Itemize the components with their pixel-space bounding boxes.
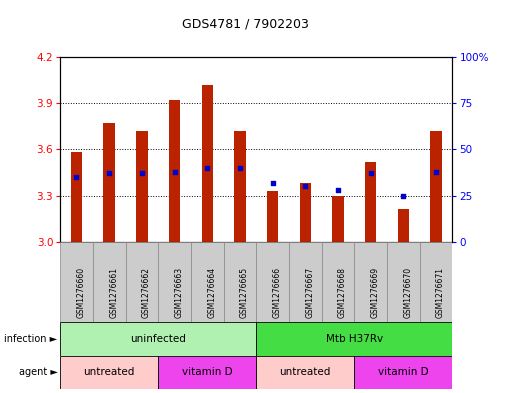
Point	[138, 170, 146, 176]
Bar	[256, 242, 289, 322]
Bar	[201, 85, 213, 242]
Bar	[136, 131, 147, 242]
Bar	[267, 191, 278, 242]
Text: GSM1276670: GSM1276670	[403, 267, 412, 318]
Bar	[365, 162, 377, 242]
Text: infection ►: infection ►	[4, 334, 58, 344]
Bar	[104, 123, 115, 242]
Bar	[224, 242, 256, 322]
Point	[334, 187, 342, 193]
Point	[236, 165, 244, 171]
Bar	[60, 242, 93, 322]
Text: uninfected: uninfected	[130, 334, 186, 344]
Bar	[355, 242, 387, 322]
Bar	[93, 242, 126, 322]
Text: GSM1276666: GSM1276666	[272, 267, 281, 318]
Bar	[322, 242, 355, 322]
Text: agent ►: agent ►	[19, 367, 58, 377]
Bar	[169, 100, 180, 242]
Text: GSM1276664: GSM1276664	[207, 267, 216, 318]
Text: GSM1276669: GSM1276669	[371, 267, 380, 318]
Bar	[256, 322, 452, 356]
Bar	[332, 195, 344, 242]
Bar	[256, 356, 355, 389]
Text: GSM1276663: GSM1276663	[175, 267, 184, 318]
Bar	[126, 242, 158, 322]
Point	[203, 165, 211, 171]
Text: GSM1276661: GSM1276661	[109, 267, 118, 318]
Text: GDS4781 / 7902203: GDS4781 / 7902203	[183, 18, 309, 31]
Text: GSM1276660: GSM1276660	[76, 267, 85, 318]
Bar	[234, 131, 246, 242]
Bar	[289, 242, 322, 322]
Point	[105, 170, 113, 176]
Bar	[71, 152, 82, 242]
Text: GSM1276671: GSM1276671	[436, 267, 445, 318]
Point	[268, 180, 277, 186]
Point	[399, 192, 407, 198]
Text: GSM1276667: GSM1276667	[305, 267, 314, 318]
Bar	[158, 242, 191, 322]
Text: untreated: untreated	[84, 367, 135, 377]
Text: Mtb H37Rv: Mtb H37Rv	[326, 334, 383, 344]
Text: untreated: untreated	[280, 367, 331, 377]
Point	[367, 170, 375, 176]
Bar	[60, 322, 256, 356]
Bar	[300, 183, 311, 242]
Bar	[387, 242, 419, 322]
Bar	[430, 131, 442, 242]
Bar	[397, 209, 409, 242]
Point	[170, 168, 179, 174]
Text: vitamin D: vitamin D	[378, 367, 429, 377]
Bar	[191, 242, 224, 322]
Text: GSM1276665: GSM1276665	[240, 267, 249, 318]
Bar	[355, 356, 452, 389]
Bar	[419, 242, 452, 322]
Point	[301, 183, 310, 189]
Point	[432, 168, 440, 174]
Bar	[60, 356, 158, 389]
Text: GSM1276668: GSM1276668	[338, 267, 347, 318]
Point	[72, 174, 81, 180]
Bar	[158, 356, 256, 389]
Text: vitamin D: vitamin D	[182, 367, 233, 377]
Text: GSM1276662: GSM1276662	[142, 267, 151, 318]
